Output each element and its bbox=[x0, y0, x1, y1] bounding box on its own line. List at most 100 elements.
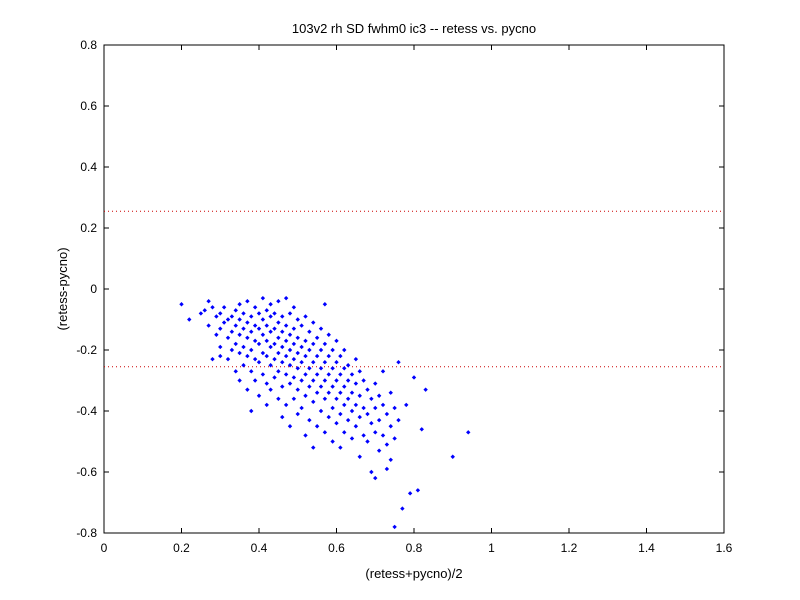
data-point bbox=[291, 305, 297, 310]
data-point bbox=[276, 369, 281, 374]
data-point bbox=[326, 372, 331, 377]
data-point bbox=[345, 396, 351, 401]
data-point bbox=[376, 448, 382, 453]
x-tick-label: 0.2 bbox=[173, 541, 190, 555]
data-point bbox=[256, 311, 262, 316]
data-point bbox=[214, 332, 219, 337]
y-tick-label: -0.8 bbox=[76, 526, 97, 540]
data-point bbox=[342, 402, 347, 408]
data-point bbox=[280, 344, 285, 350]
data-point bbox=[276, 299, 281, 304]
data-point bbox=[330, 439, 335, 444]
data-point bbox=[229, 347, 235, 353]
data-point bbox=[245, 335, 250, 340]
data-point bbox=[373, 475, 378, 481]
data-point bbox=[326, 353, 331, 359]
data-point bbox=[338, 411, 343, 417]
y-tick-label: 0.2 bbox=[80, 221, 97, 235]
data-point bbox=[353, 424, 359, 429]
x-tick-label: 1.4 bbox=[638, 541, 655, 555]
data-point bbox=[249, 329, 254, 334]
data-point bbox=[322, 341, 328, 347]
data-point bbox=[280, 384, 285, 389]
data-point bbox=[345, 363, 351, 368]
plot-area bbox=[103, 44, 725, 534]
data-point bbox=[314, 372, 320, 377]
data-point bbox=[299, 378, 304, 383]
data-point bbox=[353, 402, 359, 408]
data-point bbox=[307, 347, 312, 353]
data-point bbox=[260, 295, 266, 301]
data-point bbox=[357, 414, 362, 420]
data-point bbox=[245, 353, 250, 359]
data-point bbox=[404, 402, 409, 408]
data-point bbox=[225, 317, 231, 322]
data-point bbox=[322, 396, 328, 401]
data-point bbox=[225, 335, 231, 340]
data-point bbox=[272, 356, 277, 362]
data-point bbox=[303, 353, 308, 359]
data-point bbox=[303, 393, 308, 398]
data-point bbox=[218, 344, 223, 350]
data-point bbox=[218, 326, 223, 331]
data-point bbox=[260, 317, 266, 322]
data-point bbox=[392, 405, 397, 411]
data-point bbox=[373, 381, 378, 386]
data-point bbox=[268, 344, 273, 350]
data-point bbox=[369, 421, 374, 426]
data-point bbox=[268, 302, 273, 307]
data-point bbox=[256, 393, 262, 398]
data-point bbox=[345, 417, 351, 423]
data-point bbox=[318, 384, 324, 389]
data-point bbox=[338, 445, 343, 450]
data-point bbox=[249, 314, 254, 319]
data-point bbox=[369, 396, 374, 401]
data-point bbox=[241, 326, 246, 331]
data-point bbox=[260, 372, 266, 377]
data-point bbox=[299, 360, 304, 365]
data-point bbox=[334, 378, 339, 383]
data-point bbox=[237, 302, 242, 307]
data-point bbox=[318, 366, 324, 371]
data-point bbox=[252, 378, 258, 383]
data-point bbox=[388, 390, 393, 395]
data-point bbox=[283, 323, 289, 328]
data-point bbox=[384, 466, 390, 472]
data-point bbox=[237, 317, 242, 322]
data-point bbox=[291, 356, 297, 362]
data-point bbox=[221, 305, 227, 310]
data-point bbox=[299, 344, 304, 350]
data-point bbox=[380, 402, 386, 408]
data-point bbox=[334, 360, 339, 365]
data-point bbox=[233, 341, 238, 347]
data-point bbox=[179, 302, 184, 307]
data-point bbox=[233, 308, 238, 313]
x-axis-ticks: 0 0.2 0.4 0.6 0.8 1 1.2 1.4 1.6 bbox=[101, 45, 733, 555]
data-point bbox=[299, 323, 304, 328]
data-point bbox=[303, 338, 308, 344]
data-point bbox=[206, 299, 211, 304]
data-point bbox=[369, 469, 374, 475]
data-point bbox=[221, 320, 227, 325]
data-point bbox=[334, 396, 339, 401]
data-point bbox=[411, 375, 417, 380]
data-point bbox=[229, 314, 235, 319]
data-point bbox=[218, 353, 223, 359]
data-point bbox=[295, 411, 300, 417]
data-point bbox=[264, 381, 269, 386]
data-point bbox=[303, 433, 308, 438]
data-point bbox=[268, 329, 273, 334]
x-axis-label: (retess+pycno)/2 bbox=[365, 566, 462, 581]
data-point bbox=[334, 338, 339, 344]
data-point bbox=[272, 311, 277, 316]
data-point bbox=[307, 329, 312, 334]
data-point bbox=[365, 439, 370, 444]
y-tick-label: 0.6 bbox=[80, 99, 97, 113]
y-tick-label: -0.2 bbox=[76, 343, 97, 357]
data-point bbox=[287, 424, 293, 429]
data-point bbox=[283, 402, 289, 408]
data-point bbox=[330, 405, 335, 411]
data-point bbox=[287, 311, 293, 316]
data-point bbox=[264, 323, 269, 328]
